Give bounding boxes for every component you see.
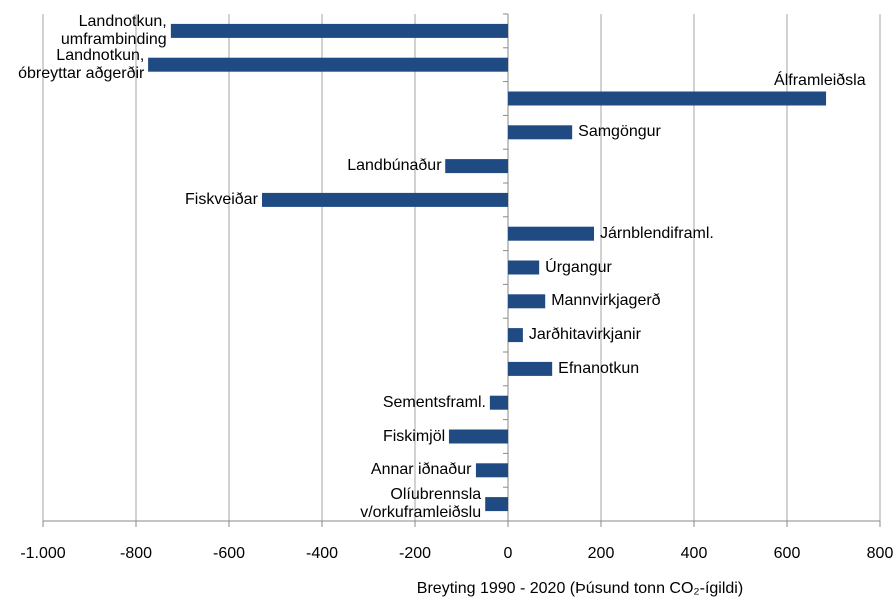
bar — [485, 497, 508, 512]
x-axis-title: Breyting 1990 - 2020 (Þúsund tonn CO₂-íg… — [417, 580, 743, 597]
bar — [475, 463, 508, 478]
bar — [445, 159, 508, 174]
bar — [508, 260, 540, 275]
x-tick-label: -1.000 — [20, 545, 65, 562]
bar — [508, 294, 546, 309]
x-tick-label: -800 — [120, 545, 152, 562]
bar — [508, 125, 573, 140]
x-tick-label: 800 — [867, 545, 894, 562]
x-tick-label: 600 — [774, 545, 801, 562]
category-label: Landbúnaður — [347, 157, 442, 175]
x-tick-label: 200 — [588, 545, 615, 562]
bar — [508, 91, 827, 106]
category-label: Efnanotkun — [558, 359, 640, 377]
category-label: Landnotkun, óbreyttar aðgerðir — [18, 46, 145, 82]
category-label: Jarðhitavirkjanir — [528, 326, 641, 344]
x-tick-label: 400 — [681, 545, 708, 562]
x-tick-label: -600 — [213, 545, 245, 562]
bar — [508, 361, 553, 376]
x-tick-label: 0 — [504, 545, 513, 562]
bar — [489, 395, 508, 410]
category-label: Fiskimjöl — [382, 427, 446, 445]
category-label: Járnblendiframl. — [600, 224, 714, 242]
category-label: Álframleiðsla — [774, 71, 866, 89]
category-label: Samgöngur — [578, 123, 661, 141]
bar — [170, 23, 508, 38]
x-tick-label: -200 — [399, 545, 431, 562]
bar — [148, 57, 508, 72]
category-label: Sementsframl. — [382, 393, 486, 411]
category-label: Mannvirkjagerð — [551, 292, 661, 310]
category-label: Landnotkun, umframbinding — [60, 12, 167, 48]
bar — [508, 328, 523, 343]
category-label: Fiskveiðar — [185, 190, 258, 208]
bar — [448, 429, 508, 444]
category-label: Úrgangur — [545, 258, 612, 276]
category-label: Annar iðnaður — [370, 461, 472, 479]
bar — [262, 192, 508, 207]
category-label: Olíubrennsla v/orkuframleiðslu — [360, 486, 482, 522]
x-tick-label: -400 — [306, 545, 338, 562]
bar — [508, 226, 595, 241]
